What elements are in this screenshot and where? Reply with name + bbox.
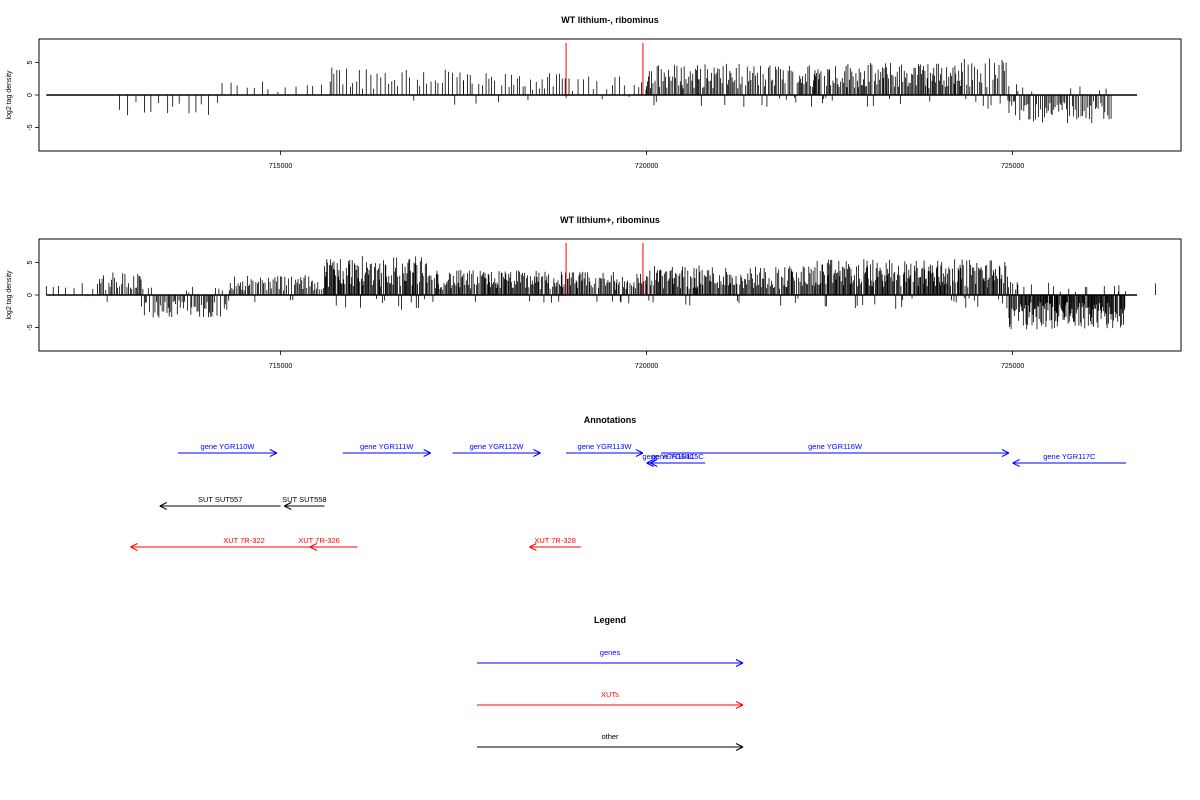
feature-label: XUT 7R-326 [298, 536, 340, 545]
feature-label: gene YGR117C [1043, 452, 1096, 461]
feature-label: XUT 7R-322 [223, 536, 265, 545]
legend: Legend genes XUTs other [477, 615, 744, 751]
feature-arrow: gene YGR110W [178, 442, 278, 457]
annotations-track: Annotations gene YGR110W gene YGR111W gene… [130, 415, 1127, 551]
legend-items: genes XUTs other [477, 648, 744, 751]
y-tick-label: 0 [27, 93, 34, 97]
x-tick-label: 715000 [269, 163, 292, 170]
x-tick-label: 720000 [635, 363, 658, 370]
panel-title: WT lithium+, ribominus [560, 215, 660, 225]
feature-arrow: gene YGR116W [661, 442, 1010, 457]
feature-label: gene YGR115C [652, 452, 705, 461]
legend-label: XUTs [601, 690, 619, 699]
y-tick-label: -5 [27, 124, 34, 130]
bars-group [119, 58, 1112, 124]
feature-arrow: gene YGR111W [342, 442, 431, 457]
feature-label: gene YGR112W [470, 442, 525, 451]
coverage-panel-lithium-minus: WT lithium-, ribominus log2 tag density … [6, 15, 1182, 170]
feature-arrow: gene YGR117C [1012, 452, 1127, 467]
feature-arrow: XUT 7R-328 [529, 536, 581, 551]
y-axis-label: log2 tag density [6, 70, 13, 120]
legend-item: XUTs [477, 690, 744, 709]
feature-arrow: XUT 7R-326 [298, 536, 340, 551]
feature-arrow: gene YGR112W [452, 442, 541, 457]
legend-label: genes [600, 648, 621, 657]
x-axis: 715000 720000 725000 [269, 351, 1024, 370]
legend-label: other [601, 732, 619, 741]
y-axis: 5 0 -5 [27, 60, 39, 131]
feature-arrow: gene YGR113W [566, 442, 644, 457]
feature-arrow: SUT SUT558 [282, 495, 327, 510]
feature-arrows: gene YGR110W gene YGR111W gene YGR112W gene… [130, 442, 1127, 551]
y-tick-label: 5 [27, 60, 34, 64]
feature-label: XUT 7R-328 [534, 536, 576, 545]
feature-label: SUT SUT558 [282, 495, 326, 504]
highlight-markers [565, 43, 644, 95]
x-tick-label: 725000 [1001, 363, 1024, 370]
y-tick-label: 5 [27, 260, 34, 264]
x-tick-label: 720000 [635, 163, 658, 170]
coverage-panel-lithium-plus: WT lithium+, ribominus log2 tag density … [6, 215, 1182, 370]
y-tick-label: -5 [27, 324, 34, 330]
feature-label: gene YGR114C [642, 452, 695, 461]
feature-arrow: gene YGR115C [650, 452, 706, 467]
bars-group [45, 256, 1156, 330]
legend-title: Legend [594, 615, 626, 625]
y-axis: 5 0 -5 [27, 260, 39, 331]
panel-title: WT lithium-, ribominus [561, 15, 659, 25]
feature-label: SUT SUT557 [198, 495, 242, 504]
highlight-markers [565, 243, 644, 295]
feature-label: gene YGR116W [808, 442, 863, 451]
x-axis: 715000 720000 725000 [269, 151, 1024, 170]
annotations-title: Annotations [584, 415, 637, 425]
feature-label: gene YGR110W [201, 442, 256, 451]
y-tick-label: 0 [27, 293, 34, 297]
x-tick-label: 715000 [269, 363, 292, 370]
y-axis-label: log2 tag density [6, 270, 13, 320]
legend-item: genes [477, 648, 744, 667]
x-tick-label: 725000 [1001, 163, 1024, 170]
feature-arrow: SUT SUT557 [159, 495, 281, 510]
legend-item: other [477, 732, 744, 751]
feature-label: gene YGR111W [360, 442, 414, 451]
feature-label: gene YGR113W [578, 442, 633, 451]
